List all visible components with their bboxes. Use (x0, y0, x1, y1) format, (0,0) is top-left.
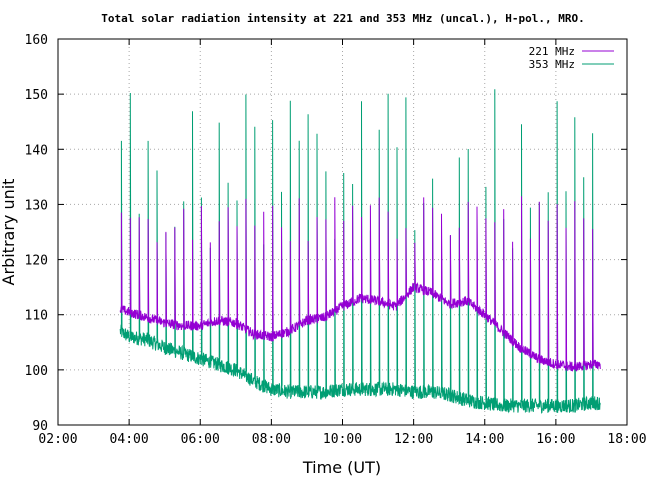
y-tick-label: 100 (25, 364, 48, 379)
series-layer (119, 89, 601, 414)
x-tick-label: 14:00 (465, 432, 504, 447)
y-tick-label: 150 (25, 88, 48, 103)
y-tick-label: 130 (25, 198, 48, 213)
x-tick-label: 02:00 (38, 432, 77, 447)
y-tick-label: 140 (25, 143, 48, 158)
ticks: 90 100 110 120 130 140 150 160 02:00 04:00 06:00 08… (25, 33, 647, 447)
y-tick-label: 120 (25, 254, 48, 269)
y-tick-label: 90 (32, 419, 48, 434)
chart-title: Total solar radiation intensity at 221 a… (101, 12, 584, 25)
y-tick-label: 110 (25, 309, 48, 324)
x-tick-label: 12:00 (394, 432, 433, 447)
y-tick-label: 160 (25, 33, 48, 48)
x-tick-label: 06:00 (181, 432, 220, 447)
x-axis-label: Time (UT) (302, 458, 381, 477)
legend-label: 221 MHz (529, 45, 575, 58)
x-tick-label: 18:00 (607, 432, 646, 447)
x-tick-label: 08:00 (252, 432, 291, 447)
y-axis-label: Arbitrary unit (0, 179, 18, 286)
legend-label: 353 MHz (529, 58, 575, 71)
series-line-0 (119, 196, 601, 372)
x-tick-label: 04:00 (110, 432, 149, 447)
x-tick-label: 16:00 (536, 432, 575, 447)
grid (58, 39, 627, 425)
x-tick-label: 10:00 (323, 432, 362, 447)
series-line-1 (119, 89, 601, 414)
